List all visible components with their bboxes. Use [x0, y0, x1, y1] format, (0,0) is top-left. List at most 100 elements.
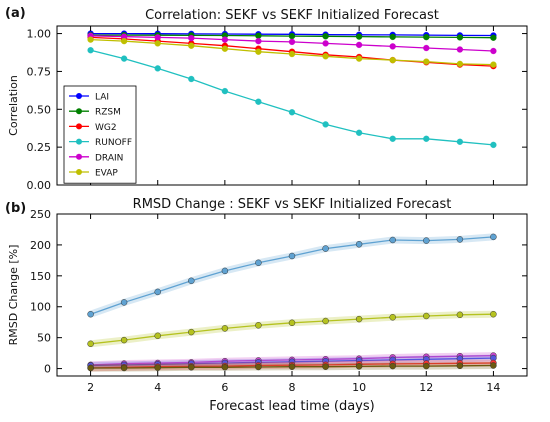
legend-label: RZSM [95, 108, 121, 118]
legend: LAI RZSM WG2 RUNOFF DRAIN EVAP [63, 85, 137, 184]
data-point [423, 237, 430, 244]
data-point [389, 236, 396, 244]
data-point [389, 33, 396, 41]
legend-box [63, 85, 137, 184]
series-line [90, 49, 494, 146]
series-line [90, 236, 494, 315]
data-point [355, 129, 363, 136]
data-point [355, 55, 363, 62]
data-point [255, 259, 262, 267]
data-point [221, 325, 229, 332]
chart-title: RMSD Change : SEKF vs SEKF Initialized F… [133, 197, 452, 212]
data-point [456, 236, 464, 243]
data-point [490, 310, 497, 318]
data-point [288, 363, 296, 370]
data-point [456, 311, 464, 319]
panel-label: (b) [5, 201, 26, 216]
legend-marker [76, 123, 82, 130]
series-group [87, 233, 497, 372]
legend-marker [76, 93, 82, 99]
legend-label: RUNOFF [95, 138, 132, 148]
legend-marker [76, 108, 82, 115]
data-point [255, 37, 262, 45]
data-point [288, 32, 296, 40]
data-point [120, 299, 128, 306]
legend-marker [76, 153, 82, 160]
x-tick-label: 12 [419, 381, 433, 394]
y-tick-label: 0.25 [27, 141, 52, 154]
y-tick-label: 100 [30, 301, 51, 314]
data-point [154, 332, 161, 340]
data-point [322, 40, 329, 47]
data-point [255, 48, 262, 55]
data-point [288, 109, 296, 116]
y-tick-label: 150 [30, 270, 51, 283]
legend-marker [76, 138, 82, 145]
data-point [221, 87, 229, 95]
data-point [456, 34, 464, 41]
y-tick-label: 50 [37, 332, 51, 345]
data-point [355, 33, 363, 40]
panel-label: (a) [5, 6, 26, 21]
data-point [120, 55, 128, 62]
y-axis-label: RMSD Change [%] [7, 245, 20, 346]
data-point [288, 252, 296, 260]
data-point [423, 58, 430, 65]
data-point [154, 288, 161, 296]
data-point [355, 41, 363, 49]
legend-label: EVAP [95, 169, 118, 179]
x-tick-label: 10 [352, 381, 366, 394]
data-point [389, 135, 396, 142]
legend-marker [76, 169, 82, 175]
data-point [255, 322, 262, 329]
data-point [221, 267, 229, 275]
x-tick-label: 14 [486, 381, 500, 394]
data-point [154, 40, 161, 47]
data-point [389, 56, 396, 64]
data-point [87, 364, 94, 372]
data-point [188, 42, 195, 49]
data-point [188, 75, 195, 83]
x-tick-label: 4 [154, 381, 161, 394]
data-point [322, 317, 329, 325]
data-point [490, 61, 497, 68]
legend-label: LAI [95, 93, 109, 103]
y-tick-label: 0 [44, 363, 51, 376]
data-point [490, 47, 497, 55]
data-point [355, 315, 363, 323]
data-point [87, 47, 94, 54]
x-axis-label: Forecast lead time (days) [209, 399, 374, 414]
data-point [288, 38, 296, 46]
legend-label: WG2 [95, 123, 117, 133]
data-point [120, 336, 128, 344]
data-point [154, 364, 161, 371]
data-point [490, 34, 497, 41]
data-point [389, 362, 396, 370]
data-point [322, 53, 329, 60]
y-tick-label: 200 [30, 239, 51, 252]
x-tick-label: 8 [289, 381, 296, 394]
data-point [255, 98, 262, 105]
data-point [188, 364, 195, 371]
data-point [255, 363, 262, 371]
series-band [89, 233, 494, 318]
data-point [456, 138, 464, 145]
series-group [87, 30, 497, 149]
x-tick-label: 6 [221, 381, 228, 394]
y-tick-label: 1.00 [27, 28, 52, 41]
data-point [288, 50, 296, 58]
data-point [423, 135, 430, 142]
data-point [87, 36, 94, 43]
panel-a: (a) Correlation: SEKF vs SEKF Initialized… [5, 6, 528, 192]
data-point [456, 362, 464, 370]
data-point [456, 60, 464, 68]
y-tick-label: 0.50 [27, 103, 52, 116]
y-axis-label: Correlation [7, 75, 20, 136]
data-point [154, 65, 161, 72]
data-point [423, 44, 430, 52]
data-point [188, 328, 195, 336]
data-point [221, 364, 229, 371]
data-point [120, 37, 128, 45]
data-point [490, 233, 497, 241]
